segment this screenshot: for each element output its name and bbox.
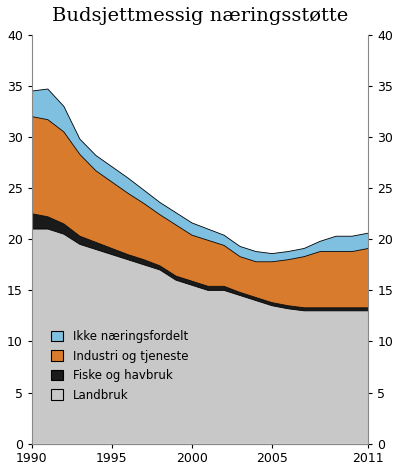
Legend: Ikke næringsfordelt, Industri og tjeneste, Fiske og havbruk, Landbruk: Ikke næringsfordelt, Industri og tjenest… bbox=[48, 327, 192, 405]
Title: Budsjettmessig næringsstøtte: Budsjettmessig næringsstøtte bbox=[52, 7, 348, 25]
